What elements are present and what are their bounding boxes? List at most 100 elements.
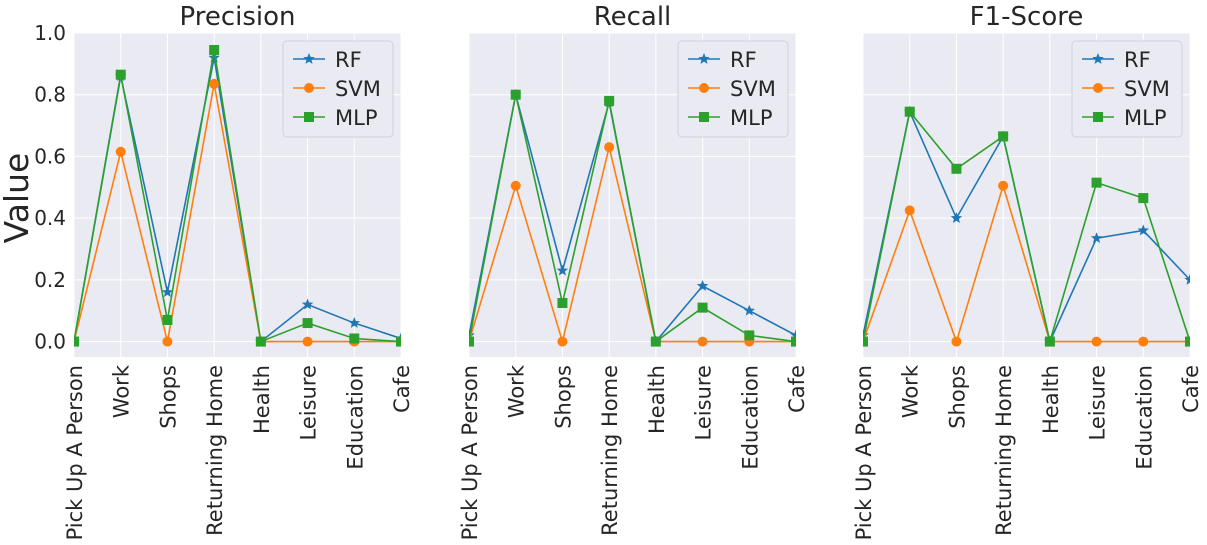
series-line-svm xyxy=(74,83,401,343)
data-point-mlp xyxy=(1185,336,1190,347)
legend-label-rf: RF xyxy=(1124,48,1151,72)
y-tick-label: 0.2 xyxy=(34,268,66,292)
data-point-mlp xyxy=(115,69,126,80)
x-tick-label: Returning Home xyxy=(598,365,622,536)
y-tick-label: 0.8 xyxy=(34,83,66,107)
data-point-svm xyxy=(557,336,568,347)
data-point-svm xyxy=(1138,336,1149,347)
legend-marker-mlp xyxy=(1093,112,1103,122)
x-tick-label: Health xyxy=(250,365,274,434)
y-tick-label: 0.6 xyxy=(34,144,66,168)
data-point-mlp xyxy=(904,106,915,117)
legend-marker-svm xyxy=(304,83,314,93)
data-point-svm xyxy=(302,336,313,347)
x-tick-label: Returning Home xyxy=(992,365,1016,536)
data-point-svm xyxy=(1091,336,1102,347)
data-point-rf xyxy=(301,298,314,310)
x-tick-label: Work xyxy=(110,364,134,418)
data-point-svm xyxy=(951,336,962,347)
data-point-mlp xyxy=(650,336,661,347)
y-tick-label: 0.0 xyxy=(34,330,66,354)
data-point-mlp xyxy=(998,131,1009,142)
x-tick-label: Shops xyxy=(945,365,969,429)
data-point-mlp xyxy=(697,302,708,313)
data-point-rf xyxy=(1137,224,1149,236)
legend: RF SVM MLP xyxy=(1071,40,1183,138)
data-point-mlp xyxy=(1044,336,1055,347)
chart-title: Recall xyxy=(594,2,672,32)
data-point-rf xyxy=(208,51,220,63)
legend-label-svm: SVM xyxy=(1124,77,1170,101)
data-point-rf xyxy=(1184,273,1190,285)
data-point-mlp xyxy=(469,336,474,347)
x-tick-label: Cafe xyxy=(390,365,414,413)
data-point-svm xyxy=(904,205,915,216)
x-tick-label: Cafe xyxy=(785,365,809,413)
data-point-svm xyxy=(209,78,220,89)
x-tick-label: Work xyxy=(899,364,923,418)
y-axis-label: Value xyxy=(0,153,36,244)
data-point-svm xyxy=(697,336,708,347)
data-point-mlp xyxy=(209,44,220,55)
x-tick-label: Health xyxy=(645,365,669,434)
series-line-svm xyxy=(863,182,1190,345)
data-point-rf xyxy=(348,317,360,328)
data-point-svm xyxy=(162,336,173,347)
x-tick-label: Leisure xyxy=(1086,365,1110,440)
x-tick-label: Shops xyxy=(551,365,575,429)
series-group xyxy=(74,44,401,347)
data-point-mlp xyxy=(396,336,401,347)
x-tick-label: Leisure xyxy=(692,365,716,440)
data-point-mlp xyxy=(557,298,568,308)
x-tick-label: Education xyxy=(738,365,762,470)
data-point-rf xyxy=(743,304,755,316)
series-group xyxy=(863,105,1190,347)
x-tick-label: Health xyxy=(1039,365,1063,434)
legend-label-rf: RF xyxy=(730,48,757,72)
legend-label-mlp: MLP xyxy=(335,106,377,130)
series-line-mlp xyxy=(863,109,1190,345)
x-tick-label: Pick Up A Person xyxy=(63,365,87,540)
data-point-svm xyxy=(998,180,1009,191)
x-tick-label: Pick Up A Person xyxy=(458,365,482,540)
legend-marker-rf xyxy=(1092,53,1104,64)
data-point-mlp xyxy=(791,336,796,347)
series-line-mlp xyxy=(469,94,796,343)
data-point-rf xyxy=(950,212,963,223)
legend: RF SVM MLP xyxy=(677,40,789,138)
x-tick-label: Cafe xyxy=(1179,365,1203,413)
legend-marker-rf xyxy=(303,53,315,64)
chart-title: Precision xyxy=(179,2,295,32)
legend: RF SVM MLP xyxy=(282,40,394,138)
data-point-mlp xyxy=(744,330,755,341)
data-point-mlp xyxy=(604,95,615,106)
chart-panel-2: Pick Up A Person Work Shops Returning Home H… xyxy=(458,2,809,540)
data-point-mlp xyxy=(302,318,313,329)
data-point-mlp xyxy=(1138,193,1149,204)
data-point-svm xyxy=(604,142,615,153)
data-point-mlp xyxy=(1091,177,1102,188)
legend-label-mlp: MLP xyxy=(1124,106,1166,130)
legend-marker-mlp xyxy=(304,112,314,122)
data-point-mlp xyxy=(255,336,266,347)
x-tick-label: Education xyxy=(1132,365,1156,470)
x-tick-label: Education xyxy=(343,365,367,470)
legend-marker-svm xyxy=(1093,83,1103,93)
y-tick-label: 1.0 xyxy=(34,21,66,45)
x-tick-label: Returning Home xyxy=(203,365,227,536)
legend-label-rf: RF xyxy=(335,48,362,72)
legend-label-mlp: MLP xyxy=(730,106,772,130)
data-point-rf xyxy=(1090,232,1103,244)
data-point-mlp xyxy=(349,333,360,344)
series-group xyxy=(469,88,796,347)
x-tick-label: Pick Up A Person xyxy=(852,365,876,540)
data-point-rf xyxy=(696,280,709,291)
chart-panel-1: 0.0 0.2 0.4 0.6 0.8 1.0 Pick Up A Person Work Sh… xyxy=(34,2,414,540)
legend-marker-svm xyxy=(699,83,709,93)
data-point-svm xyxy=(115,146,126,157)
data-point-mlp xyxy=(863,336,868,347)
series-line-svm xyxy=(469,146,796,345)
data-point-mlp xyxy=(74,336,79,347)
series-line-mlp xyxy=(74,49,401,343)
